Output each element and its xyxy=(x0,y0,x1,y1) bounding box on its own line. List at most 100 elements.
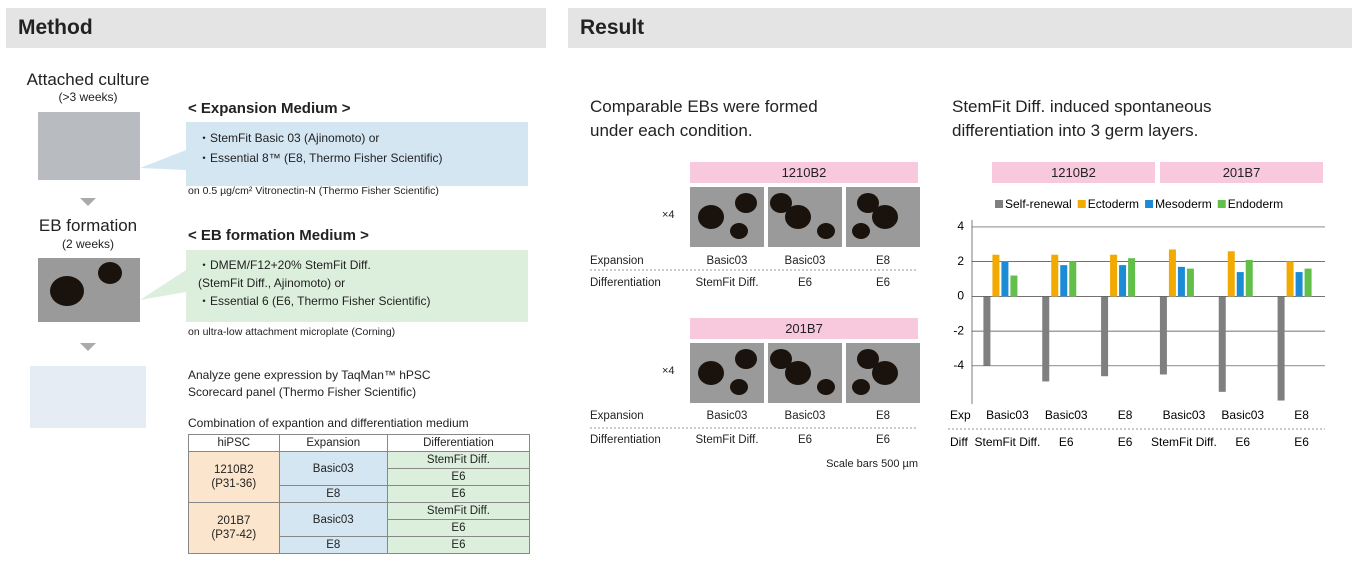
legend-label: Endoderm xyxy=(1228,197,1283,211)
x-label: E6 xyxy=(1294,435,1309,449)
bar xyxy=(1277,296,1285,401)
pointer xyxy=(140,270,186,300)
bar xyxy=(1227,251,1235,297)
cell: Basic03 xyxy=(278,451,388,486)
photo xyxy=(690,187,764,247)
step-title: Attached culture xyxy=(26,70,150,89)
cell: Basic03 xyxy=(278,502,388,537)
section-title: < EB formation Medium > xyxy=(188,227,369,244)
pointer xyxy=(140,150,186,170)
cell: E6 xyxy=(386,519,531,537)
column-label: E6 xyxy=(797,434,813,446)
photo xyxy=(38,258,140,322)
step-sub: (>3 weeks) xyxy=(58,90,118,104)
column-label: StemFit Diff. xyxy=(695,277,759,289)
cell: Differentiation xyxy=(386,434,531,452)
column-label: Basic03 xyxy=(706,410,748,422)
table: hiPSC Expansion Differentiation 1210B2 (P31… xyxy=(188,434,531,554)
legend-swatch xyxy=(1077,200,1086,208)
bar xyxy=(1218,296,1226,392)
row-label: Diff xyxy=(950,435,968,449)
cell: E8 xyxy=(278,485,388,503)
bar xyxy=(1128,258,1136,297)
x-label: E6 xyxy=(1118,435,1133,449)
section-title: < Expansion Medium > xyxy=(188,100,351,117)
x-label: Basic03 xyxy=(1163,408,1206,422)
magnification: ×4 xyxy=(662,365,675,377)
step-title: EB formation xyxy=(38,216,138,235)
item: ・Essential 6 (E6, Thermo Fisher Scientif… xyxy=(198,294,431,308)
magnification: ×4 xyxy=(662,209,675,221)
medium-box: ・StemFit Basic 03 (Ajinomoto) or ・Essenti… xyxy=(186,122,528,186)
bar xyxy=(1010,275,1018,297)
note: on 0.5 µg/cm² Vitronectin-N (Thermo Fish… xyxy=(188,185,439,197)
row-label: Differentiation xyxy=(590,277,661,289)
table-caption: Combination of expantion and differentia… xyxy=(188,416,469,430)
x-label: StemFit Diff. xyxy=(975,435,1041,449)
note: on ultra-low attachment microplate (Corn… xyxy=(188,326,396,338)
bar xyxy=(1042,296,1050,382)
cell: hiPSC xyxy=(188,434,280,452)
column-label: E6 xyxy=(797,277,813,289)
group-label: 201B7 xyxy=(1160,162,1323,183)
bar xyxy=(1168,249,1176,297)
bar xyxy=(1177,266,1185,297)
bar xyxy=(1119,265,1127,297)
heading: Result xyxy=(568,8,1352,48)
photo xyxy=(768,187,842,247)
bar xyxy=(1001,261,1009,297)
row-label: Differentiation xyxy=(590,434,661,446)
legend-label: Self-renewal xyxy=(1005,197,1072,211)
bar xyxy=(1060,265,1068,297)
column-label: E6 xyxy=(875,277,891,289)
legend-swatch xyxy=(1217,200,1226,208)
legend-swatch xyxy=(1145,200,1154,208)
medium-box: ・DMEM/F12+20% StemFit Diff. (StemFit Dif… xyxy=(186,250,528,322)
column-label: E8 xyxy=(875,410,891,422)
bar xyxy=(1159,296,1167,375)
bar xyxy=(1286,261,1294,297)
column-label: StemFit Diff. xyxy=(695,434,759,446)
cell: 1210B2 (P31-36) xyxy=(188,451,280,503)
bar xyxy=(1051,254,1059,297)
bar xyxy=(1186,268,1194,297)
x-label: E6 xyxy=(1059,435,1074,449)
cell: E6 xyxy=(386,468,531,486)
bar xyxy=(1245,259,1253,297)
legend-label: Mesoderm xyxy=(1155,197,1212,211)
cell: StemFit Diff. xyxy=(386,451,531,469)
analyze: Analyze gene expression by TaqMan™ hPSC … xyxy=(188,368,431,399)
y-tick-label: 0 xyxy=(957,289,964,303)
x-label: StemFit Diff. xyxy=(1151,435,1217,449)
bar xyxy=(1101,296,1109,377)
bar xyxy=(1304,268,1312,297)
x-label: E8 xyxy=(1118,408,1133,422)
column-label: Basic03 xyxy=(784,410,826,422)
kit-photo xyxy=(30,366,146,428)
cell: StemFit Diff. xyxy=(386,502,531,520)
cell: 201B7 (P37-42) xyxy=(188,502,280,554)
x-label: Basic03 xyxy=(986,408,1029,422)
cell: E6 xyxy=(386,536,531,554)
row-label: Expansion xyxy=(590,410,644,422)
arrow xyxy=(80,198,96,206)
cell: E6 xyxy=(386,485,531,503)
bar xyxy=(1110,254,1118,297)
column-label: E8 xyxy=(875,255,891,267)
x-label: E6 xyxy=(1235,435,1250,449)
line-label: 1210B2 xyxy=(690,162,918,183)
bar xyxy=(983,296,991,366)
scale-note: Scale bars 500 µm xyxy=(826,458,918,470)
column-label: Basic03 xyxy=(706,255,748,267)
item: ・Essential 8™ (E8, Thermo Fisher Scienti… xyxy=(198,151,443,165)
caption: Comparable EBs were formed under each co… xyxy=(590,97,818,140)
legend-label: Ectoderm xyxy=(1088,197,1139,211)
line-label: 201B7 xyxy=(690,318,918,339)
y-tick-label: 4 xyxy=(957,219,964,233)
column-label: E6 xyxy=(875,434,891,446)
y-tick-label: 2 xyxy=(957,254,964,268)
photo xyxy=(38,112,140,180)
heading: Method xyxy=(6,8,546,48)
bar xyxy=(1295,272,1303,297)
